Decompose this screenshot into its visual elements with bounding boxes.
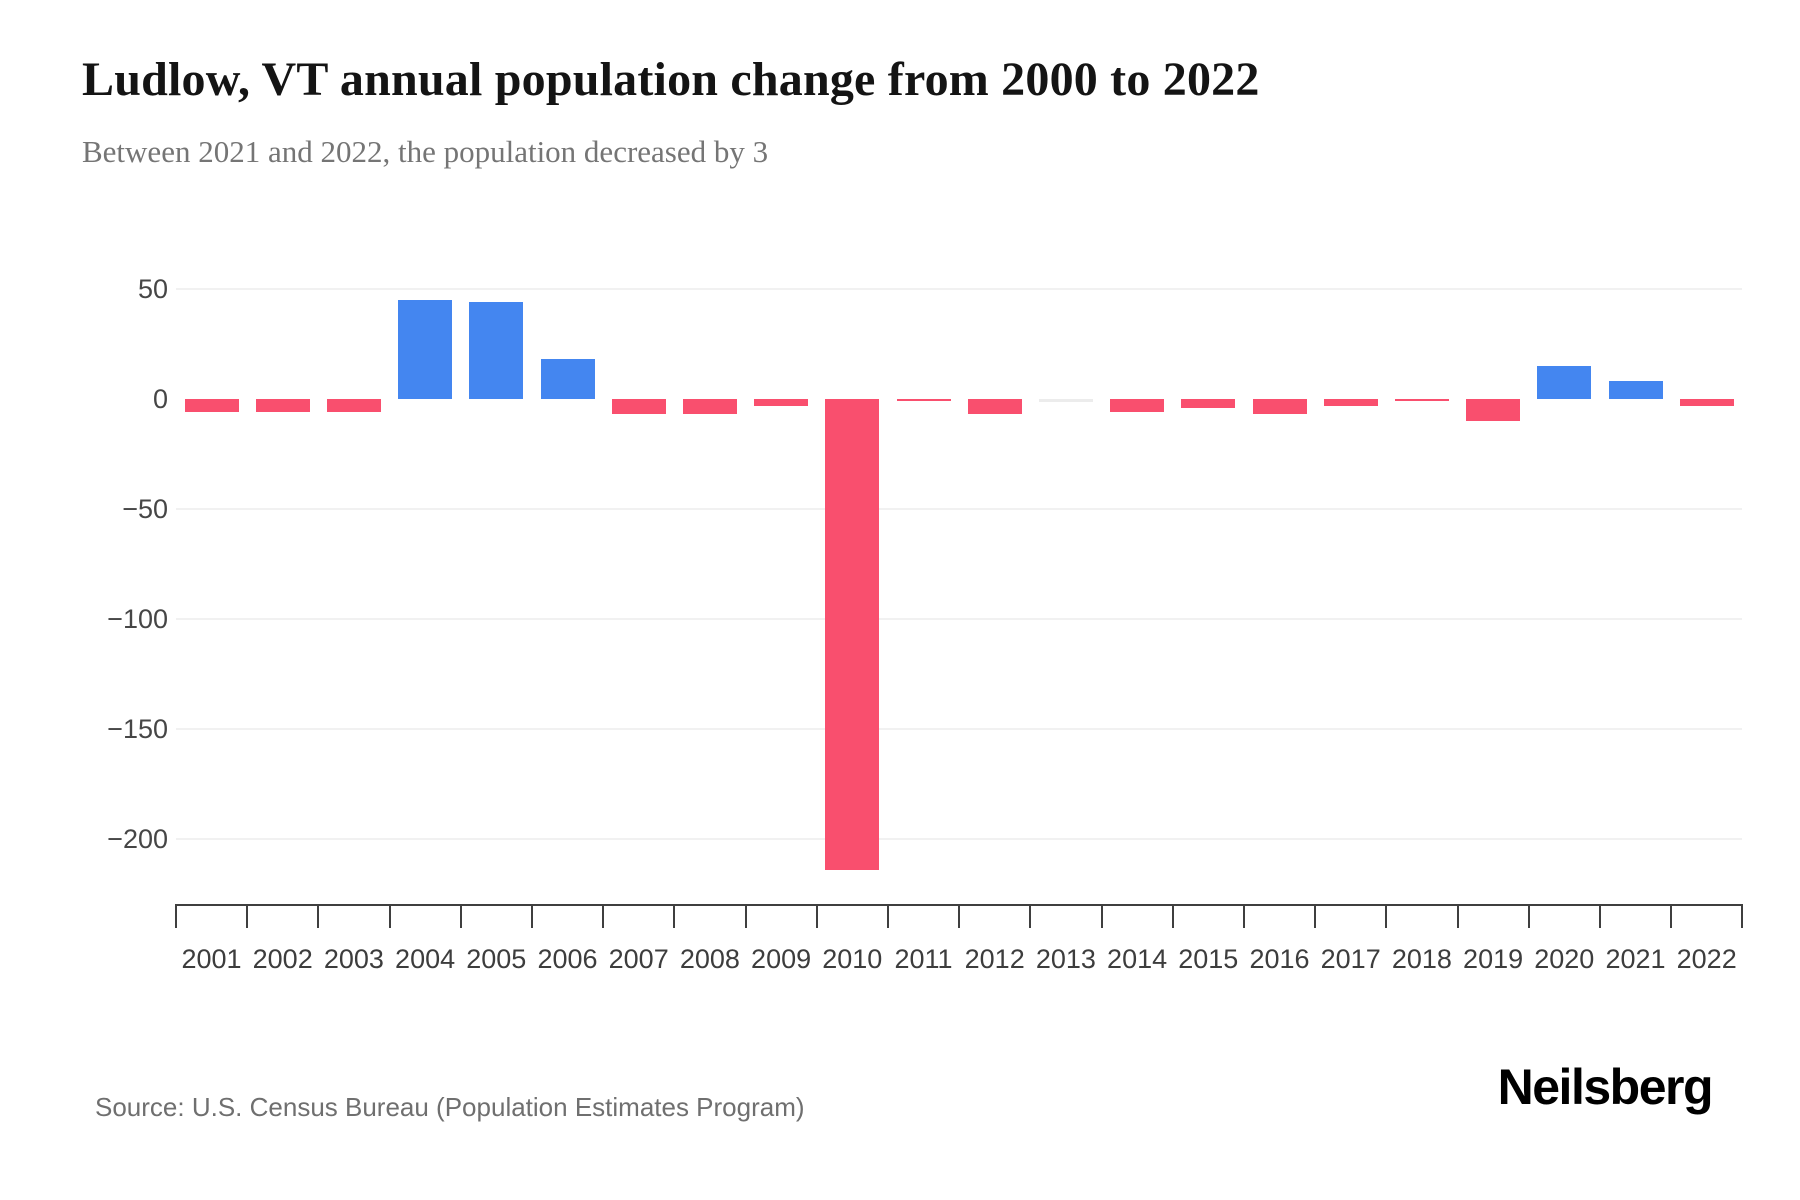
x-axis-tick bbox=[1598, 904, 1601, 928]
x-axis-tick bbox=[530, 904, 533, 928]
gridline-50 bbox=[176, 288, 1742, 290]
x-tick-label-2015: 2015 bbox=[1178, 944, 1239, 974]
bar-2008[interactable] bbox=[682, 399, 737, 414]
bar-2007[interactable] bbox=[611, 399, 666, 414]
x-axis-tick bbox=[1029, 904, 1032, 928]
x-tick-label-2006: 2006 bbox=[537, 944, 598, 974]
x-axis-tick bbox=[1100, 904, 1103, 928]
x-tick-label-2002: 2002 bbox=[252, 944, 313, 974]
x-axis-tick bbox=[958, 904, 961, 928]
x-axis-tick bbox=[388, 904, 391, 928]
bar-2006[interactable] bbox=[540, 359, 595, 400]
x-tick-label-2001: 2001 bbox=[181, 944, 242, 974]
bar-2011[interactable] bbox=[896, 399, 951, 401]
x-tick-label-2016: 2016 bbox=[1249, 944, 1310, 974]
chart-subtitle: Between 2021 and 2022, the population de… bbox=[82, 134, 769, 169]
x-tick-label-2005: 2005 bbox=[466, 944, 527, 974]
x-axis-tick bbox=[673, 904, 676, 928]
bar-2002[interactable] bbox=[255, 399, 310, 412]
x-tick-label-2008: 2008 bbox=[679, 944, 740, 974]
bar-2009[interactable] bbox=[754, 399, 809, 406]
bar-2004[interactable] bbox=[398, 300, 453, 399]
x-axis-tick bbox=[1456, 904, 1459, 928]
x-tick-label-2003: 2003 bbox=[323, 944, 384, 974]
gridline-−150 bbox=[176, 728, 1742, 730]
x-tick-label-2004: 2004 bbox=[395, 944, 456, 974]
bar-2014[interactable] bbox=[1110, 399, 1165, 412]
y-tick-label-−100: −100 bbox=[107, 604, 168, 634]
x-tick-label-2021: 2021 bbox=[1605, 944, 1666, 974]
bar-2017[interactable] bbox=[1323, 399, 1378, 406]
x-axis-tick bbox=[1314, 904, 1317, 928]
chart-title: Ludlow, VT annual population change from… bbox=[82, 53, 1260, 106]
x-axis-tick bbox=[886, 904, 889, 928]
bar-2005[interactable] bbox=[469, 302, 524, 400]
gridline-−50 bbox=[176, 508, 1742, 510]
y-tick-label-−50: −50 bbox=[122, 494, 168, 524]
y-tick-label-50: 50 bbox=[137, 274, 168, 304]
x-axis-tick bbox=[602, 904, 605, 928]
bar-2020[interactable] bbox=[1537, 366, 1592, 399]
x-axis-tick bbox=[174, 904, 177, 928]
x-tick-label-2019: 2019 bbox=[1463, 944, 1524, 974]
gridline-−100 bbox=[176, 618, 1742, 620]
bar-2001[interactable] bbox=[184, 399, 239, 412]
x-tick-label-2011: 2011 bbox=[894, 944, 953, 974]
x-axis-tick bbox=[1741, 904, 1744, 928]
x-axis-tick bbox=[1242, 904, 1245, 928]
source-note: Source: U.S. Census Bureau (Population E… bbox=[95, 1092, 805, 1122]
bar-2012[interactable] bbox=[967, 399, 1022, 414]
x-axis-tick bbox=[815, 904, 818, 928]
x-axis-tick bbox=[1385, 904, 1388, 928]
x-axis-tick bbox=[1171, 904, 1174, 928]
x-axis-tick bbox=[1670, 904, 1673, 928]
bar-2015[interactable] bbox=[1181, 399, 1236, 408]
bar-2010[interactable] bbox=[825, 399, 880, 870]
x-tick-label-2010: 2010 bbox=[822, 944, 883, 974]
bar-2013[interactable] bbox=[1038, 399, 1093, 402]
x-axis-tick bbox=[1527, 904, 1530, 928]
x-axis-tick bbox=[744, 904, 747, 928]
neilsberg-logo: Neilsberg bbox=[1497, 1059, 1714, 1115]
x-tick-label-2012: 2012 bbox=[964, 944, 1025, 974]
bar-2003[interactable] bbox=[326, 399, 381, 412]
y-tick-label-−150: −150 bbox=[107, 714, 168, 744]
x-tick-label-2014: 2014 bbox=[1107, 944, 1168, 974]
x-axis-tick bbox=[459, 904, 462, 928]
x-tick-label-2009: 2009 bbox=[751, 944, 812, 974]
x-tick-label-2020: 2020 bbox=[1534, 944, 1595, 974]
x-axis-tick bbox=[317, 904, 320, 928]
bar-2019[interactable] bbox=[1466, 399, 1521, 421]
bar-2022[interactable] bbox=[1679, 399, 1734, 406]
x-tick-label-2013: 2013 bbox=[1035, 944, 1096, 974]
x-tick-label-2022: 2022 bbox=[1676, 944, 1737, 974]
y-tick-label-0: 0 bbox=[152, 384, 168, 414]
bar-2018[interactable] bbox=[1394, 399, 1449, 401]
gridline-−200 bbox=[176, 838, 1742, 840]
bar-2016[interactable] bbox=[1252, 399, 1307, 414]
x-tick-label-2018: 2018 bbox=[1391, 944, 1452, 974]
bar-2021[interactable] bbox=[1608, 381, 1663, 400]
x-tick-label-2017: 2017 bbox=[1320, 944, 1381, 974]
x-axis-tick bbox=[246, 904, 249, 928]
x-tick-label-2007: 2007 bbox=[608, 944, 669, 974]
y-tick-label-−200: −200 bbox=[107, 824, 168, 854]
